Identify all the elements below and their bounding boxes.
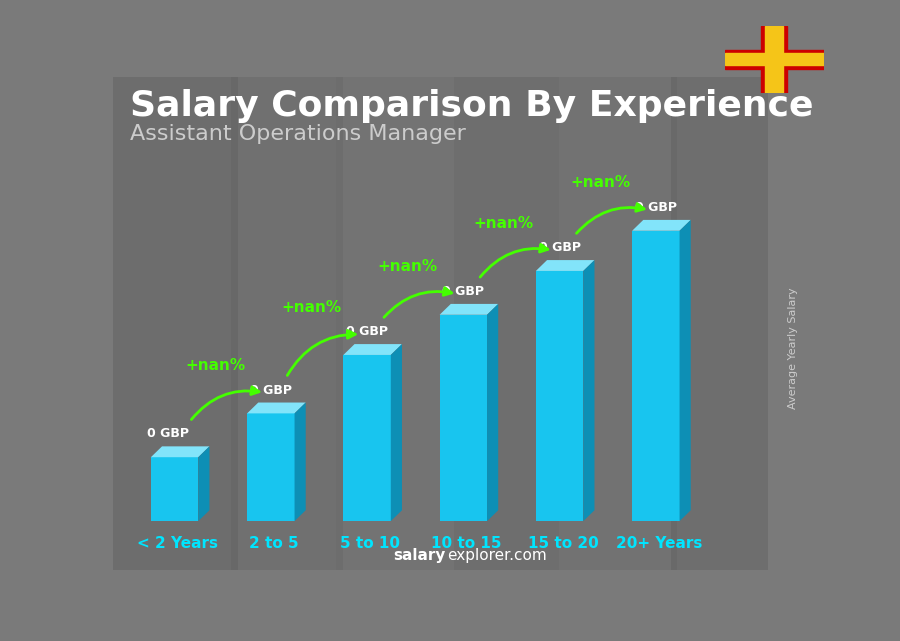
- Polygon shape: [248, 413, 294, 521]
- Polygon shape: [344, 355, 391, 521]
- Text: explorer.com: explorer.com: [447, 548, 547, 563]
- Text: 10 to 15: 10 to 15: [431, 536, 502, 551]
- Polygon shape: [198, 446, 210, 521]
- Text: 5 to 10: 5 to 10: [340, 536, 400, 551]
- Polygon shape: [487, 304, 499, 521]
- Text: 0 GBP: 0 GBP: [442, 285, 484, 298]
- Polygon shape: [632, 220, 690, 231]
- Text: +nan%: +nan%: [473, 215, 534, 231]
- Bar: [112, 77, 238, 570]
- Text: +nan%: +nan%: [570, 176, 630, 190]
- Text: Average Yearly Salary: Average Yearly Salary: [788, 288, 797, 409]
- Bar: [765, 26, 783, 93]
- Text: +nan%: +nan%: [377, 260, 437, 274]
- Polygon shape: [536, 271, 583, 521]
- Text: 0 GBP: 0 GBP: [147, 428, 189, 440]
- Text: Salary Comparison By Experience: Salary Comparison By Experience: [130, 89, 814, 123]
- Text: 15 to 20: 15 to 20: [527, 536, 598, 551]
- Polygon shape: [248, 403, 306, 413]
- Polygon shape: [391, 344, 402, 521]
- Text: +nan%: +nan%: [185, 358, 245, 373]
- Polygon shape: [680, 220, 690, 521]
- Text: 0 GBP: 0 GBP: [634, 201, 677, 214]
- Polygon shape: [632, 231, 680, 521]
- Bar: [724, 53, 824, 65]
- Polygon shape: [536, 260, 595, 271]
- Text: 0 GBP: 0 GBP: [346, 325, 388, 338]
- Polygon shape: [151, 446, 210, 457]
- Polygon shape: [151, 457, 198, 521]
- Text: salary: salary: [393, 548, 446, 563]
- Bar: [231, 77, 343, 570]
- Polygon shape: [583, 260, 595, 521]
- Bar: [670, 77, 768, 570]
- Polygon shape: [344, 344, 402, 355]
- Bar: [761, 26, 787, 93]
- Polygon shape: [439, 315, 487, 521]
- Bar: [336, 77, 454, 570]
- Text: Assistant Operations Manager: Assistant Operations Manager: [130, 124, 466, 144]
- Text: 2 to 5: 2 to 5: [249, 536, 299, 551]
- Bar: [454, 77, 559, 570]
- Text: +nan%: +nan%: [281, 299, 341, 315]
- Polygon shape: [294, 403, 306, 521]
- Text: < 2 Years: < 2 Years: [138, 536, 219, 551]
- Bar: [724, 50, 824, 69]
- Text: 0 GBP: 0 GBP: [250, 383, 292, 397]
- Polygon shape: [439, 304, 499, 315]
- Bar: [559, 77, 678, 570]
- Text: 0 GBP: 0 GBP: [538, 241, 580, 254]
- Text: 20+ Years: 20+ Years: [616, 536, 702, 551]
